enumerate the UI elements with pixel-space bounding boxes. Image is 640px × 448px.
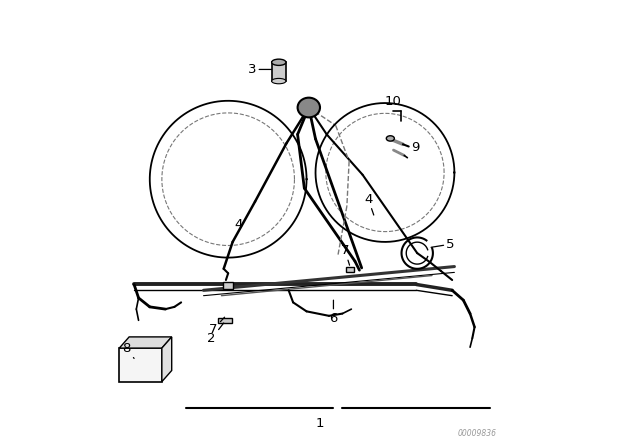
Text: 2: 2 (207, 323, 223, 345)
Text: 10: 10 (385, 95, 401, 108)
Text: 7: 7 (209, 317, 225, 336)
Bar (218, 318, 232, 323)
Bar (223, 282, 233, 289)
Text: 6: 6 (329, 300, 338, 325)
Text: 7: 7 (341, 244, 349, 265)
Polygon shape (119, 337, 172, 348)
Polygon shape (162, 337, 172, 382)
Text: 4: 4 (234, 217, 243, 231)
Bar (119, 348, 162, 382)
Text: 4: 4 (364, 193, 374, 215)
Text: 3: 3 (248, 63, 271, 76)
Text: 8: 8 (122, 342, 134, 358)
Text: 5: 5 (431, 237, 455, 251)
Bar (346, 267, 354, 272)
Text: 1: 1 (316, 417, 324, 430)
Text: 00009836: 00009836 (458, 429, 497, 438)
Ellipse shape (271, 78, 286, 84)
Bar (271, 62, 286, 81)
Text: 9: 9 (411, 141, 419, 155)
Ellipse shape (298, 98, 320, 117)
Ellipse shape (271, 59, 286, 65)
Ellipse shape (387, 136, 394, 141)
